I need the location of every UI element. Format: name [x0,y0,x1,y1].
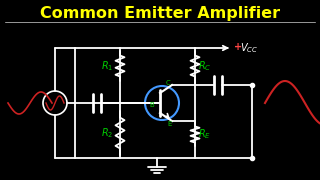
Text: $R_1$: $R_1$ [101,59,113,73]
Text: B: B [150,102,154,108]
Text: $R_2$: $R_2$ [101,126,113,140]
Text: $R_E$: $R_E$ [198,128,212,141]
Text: $R_C$: $R_C$ [198,59,212,73]
Text: E: E [168,121,172,127]
Text: $V_{CC}$: $V_{CC}$ [240,41,258,55]
Text: Common Emitter Amplifier: Common Emitter Amplifier [40,6,280,21]
Text: +: + [234,42,242,52]
Text: C: C [166,80,170,86]
